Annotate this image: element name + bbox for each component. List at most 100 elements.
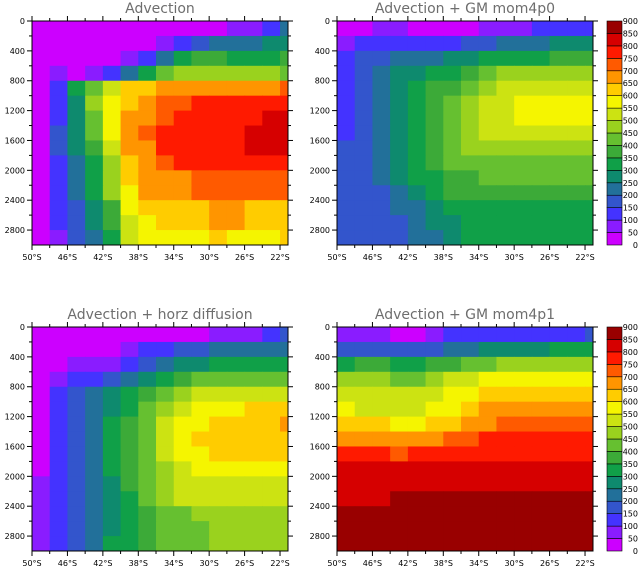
heatmap-cell: [567, 521, 586, 537]
heatmap-cell: [262, 155, 281, 171]
heatmap-cell: [262, 140, 281, 156]
heatmap-cell: [191, 170, 210, 186]
heatmap-cell: [262, 386, 281, 403]
heatmap-cell: [585, 431, 594, 447]
heatmap-cell: [85, 80, 104, 97]
heatmap-cell: [372, 446, 391, 462]
heatmap-cell: [120, 110, 139, 127]
colorbar-label: 0: [633, 547, 638, 556]
heatmap-cell: [226, 536, 246, 552]
heatmap-cell: [85, 200, 104, 216]
heatmap-cell: [138, 200, 157, 216]
colorbar-swatch: [606, 413, 623, 427]
heatmap-cell: [496, 21, 515, 37]
heatmap-cell: [85, 35, 104, 52]
colorbar-label: 350: [623, 460, 638, 469]
x-tick-label: 30°S: [505, 253, 524, 262]
heatmap-cell: [280, 386, 289, 403]
heatmap-cell: [138, 371, 157, 388]
heatmap-cell: [461, 215, 480, 231]
heatmap-cell: [102, 491, 122, 507]
heatmap-cell: [191, 95, 210, 112]
colorbar-swatch: [606, 20, 623, 34]
heatmap-cell: [173, 356, 192, 373]
heatmap-cell: [85, 185, 104, 201]
heatmap-cell: [461, 140, 480, 156]
heatmap-cell: [67, 80, 86, 97]
heatmap-cell: [531, 461, 551, 477]
heatmap-cell: [67, 35, 86, 52]
heatmap-cell: [390, 200, 409, 216]
heatmap-cell: [531, 536, 551, 552]
heatmap-cell: [156, 65, 175, 82]
heatmap-cell: [496, 461, 515, 477]
heatmap-cell: [372, 341, 391, 358]
heatmap-cell: [280, 461, 289, 477]
colorbar-swatch: [606, 538, 623, 552]
heatmap-cell: [407, 215, 427, 231]
heatmap-cell: [138, 35, 157, 52]
heatmap-cell: [567, 431, 586, 447]
heatmap-cell: [407, 341, 427, 358]
heatmap-cell: [244, 491, 263, 507]
heatmap-cell: [85, 461, 104, 477]
y-tick-label: 2400: [310, 502, 330, 511]
heatmap-cell: [531, 21, 551, 37]
heatmap-cell: [496, 50, 515, 67]
heatmap-cell: [209, 95, 228, 112]
colorbar-label: 500: [623, 423, 638, 432]
heatmap-cell: [173, 327, 192, 343]
heatmap-cell: [226, 95, 246, 112]
heatmap-cell: [209, 80, 228, 97]
heatmap-cell: [461, 95, 480, 112]
colorbar-swatch: [606, 376, 623, 390]
heatmap-cell: [390, 536, 409, 552]
heatmap-cell: [138, 170, 157, 186]
heatmap-cell: [567, 170, 586, 186]
x-tick-label: 34°S: [164, 559, 183, 568]
heatmap-cell: [337, 95, 356, 112]
heatmap-cell: [173, 446, 192, 462]
heatmap-cell: [354, 386, 373, 403]
heatmap-cell: [244, 521, 263, 537]
heatmap-cell: [102, 371, 122, 388]
colorbar-label: 300: [623, 472, 638, 481]
heatmap-cell: [226, 35, 246, 52]
heatmap-cell: [138, 95, 157, 112]
panel-title: Advection + GM mom4p1: [375, 307, 555, 323]
heatmap-cell: [209, 125, 228, 141]
heatmap-cell: [585, 35, 594, 52]
heatmap-cell: [372, 80, 391, 97]
heatmap-cell: [49, 215, 68, 231]
plot-frame: [336, 20, 594, 246]
heatmap-cell: [85, 215, 104, 231]
heatmap-cell: [32, 95, 51, 112]
heatmap-cell: [49, 536, 68, 552]
heatmap-cell: [102, 386, 122, 403]
heatmap-cell: [120, 327, 139, 343]
heatmap-cell: [478, 431, 497, 447]
heatmap-cell: [280, 230, 289, 246]
heatmap-cell: [32, 155, 51, 171]
x-tick-label: 38°S: [434, 253, 453, 262]
heatmap-cell: [567, 401, 586, 418]
heatmap-cell: [102, 230, 122, 246]
heatmap-cell: [514, 416, 533, 433]
heatmap-cell: [372, 155, 391, 171]
heatmap-cell: [585, 95, 594, 112]
heatmap-cell: [191, 416, 210, 433]
heatmap-cell: [425, 506, 444, 522]
heatmap-cell: [280, 21, 289, 37]
heatmap-cell: [262, 356, 281, 373]
heatmap-cell: [478, 521, 497, 537]
heatmap-cell: [67, 356, 86, 373]
heatmap-cell: [226, 327, 246, 343]
heatmap-cell: [191, 80, 210, 97]
panel-title: Advection + horz diffusion: [67, 307, 252, 323]
heatmap-cell: [226, 416, 246, 433]
heatmap-cell: [173, 50, 192, 67]
y-tick-label: 800: [315, 383, 330, 392]
heatmap-cell: [67, 215, 86, 231]
heatmap-cell: [390, 341, 409, 358]
heatmap-cell: [425, 446, 444, 462]
